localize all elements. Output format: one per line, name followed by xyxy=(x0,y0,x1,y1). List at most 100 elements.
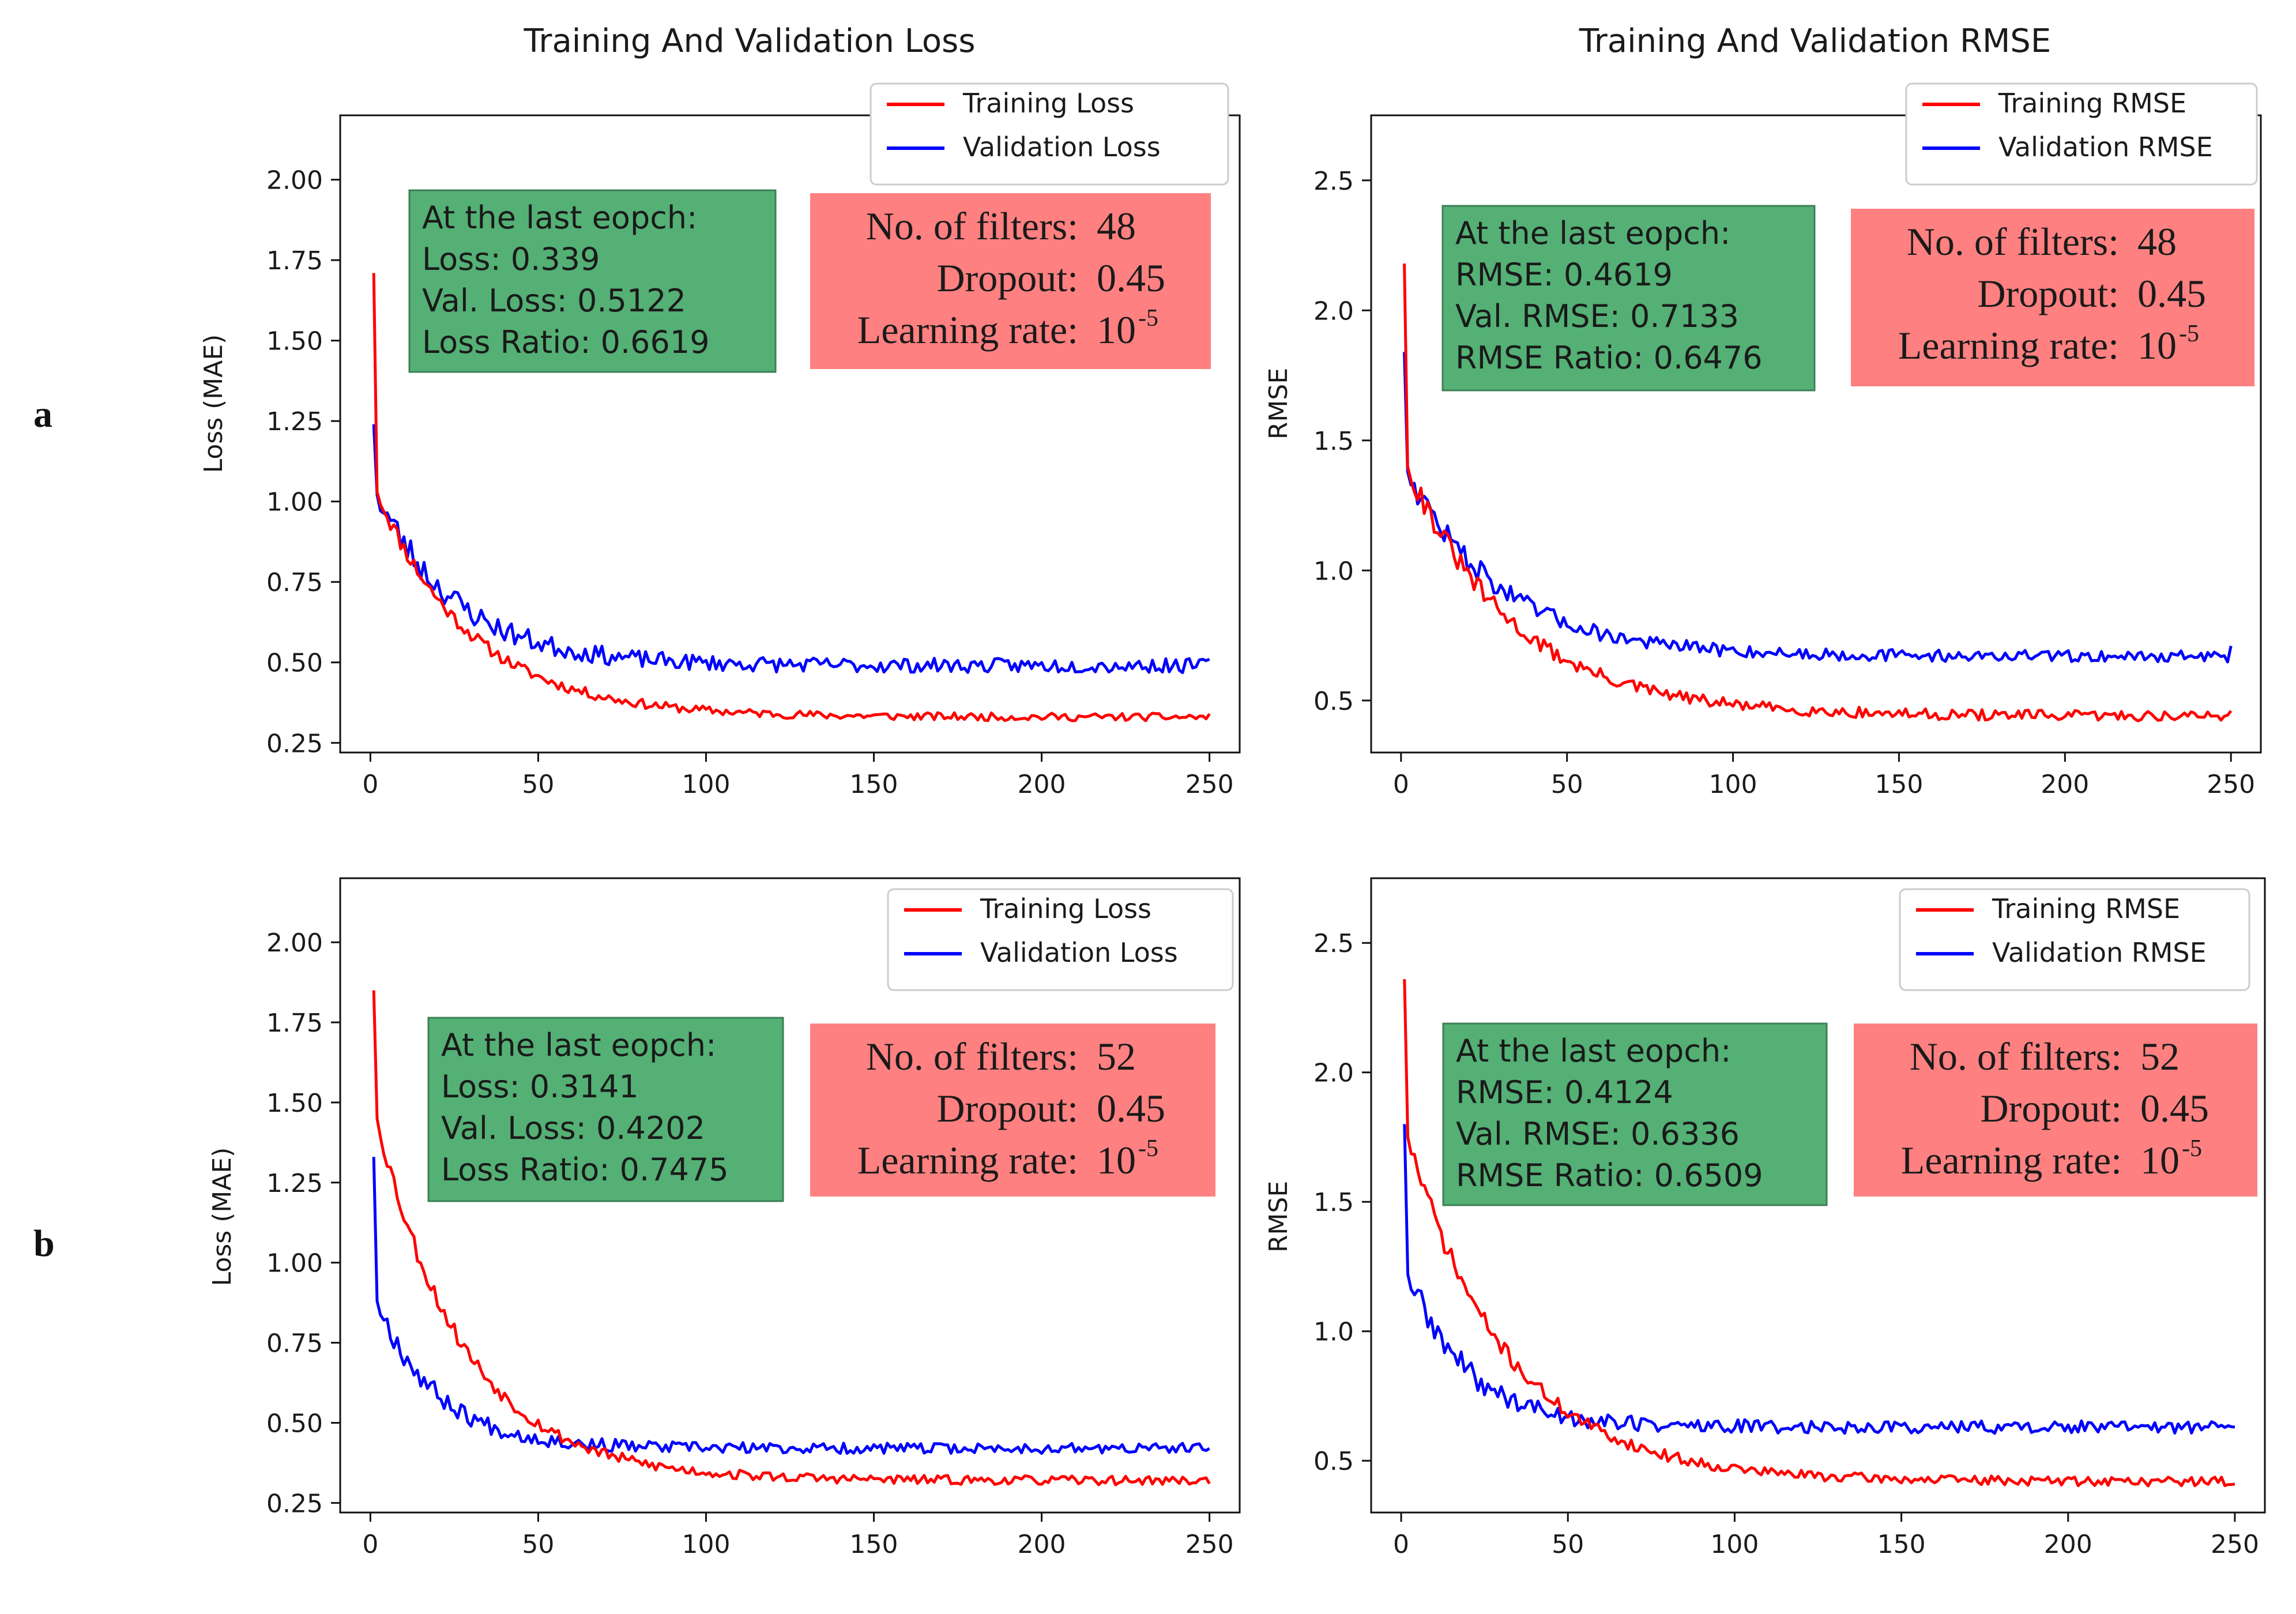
series-group xyxy=(1403,264,2233,723)
y-axis-label: RMSE xyxy=(1264,1181,1293,1252)
x-tick-label: 50 xyxy=(1552,1530,1584,1559)
summary-line: Val. RMSE: 0.7133 xyxy=(1455,298,1739,334)
x-tick-label: 100 xyxy=(682,770,730,799)
y-tick-label: 1.75 xyxy=(266,246,323,276)
learning-rate-base: 10 xyxy=(2137,323,2177,367)
y-tick-label: 0.25 xyxy=(266,729,323,758)
legend-entry: Validation Loss xyxy=(980,937,1178,968)
y-tick-label: 0.75 xyxy=(266,1329,323,1359)
y-tick-label: 1.00 xyxy=(266,1249,323,1278)
summary-line: RMSE: 0.4124 xyxy=(1456,1074,1673,1111)
y-tick-label: 1.5 xyxy=(1313,427,1354,456)
summary-box xyxy=(1441,205,1816,392)
filters-value: 48 xyxy=(2137,220,2177,264)
legend-box xyxy=(887,888,1234,991)
params-box xyxy=(810,1024,1215,1197)
learning-rate-exponent: -5 xyxy=(2179,321,2199,347)
summary-line: RMSE Ratio: 0.6476 xyxy=(1455,340,1763,376)
x-tick-label: 250 xyxy=(1185,1530,1234,1559)
chart-title: Training And Validation RMSE xyxy=(1579,22,2051,60)
chart-title: Training And Validation Loss xyxy=(523,22,975,60)
learning-rate-exponent: -5 xyxy=(1138,1135,1158,1162)
summary-line: Loss Ratio: 0.6619 xyxy=(422,324,710,360)
y-tick-label: 1.25 xyxy=(266,1169,323,1198)
training-series-line xyxy=(372,990,1211,1487)
dropout-label: Dropout: xyxy=(936,1086,1078,1130)
plot-area-frame xyxy=(1370,877,2266,1514)
x-tick-label: 100 xyxy=(1710,1530,1759,1559)
x-tick-label: 200 xyxy=(2044,1530,2092,1559)
filters-value: 48 xyxy=(1097,204,1136,248)
params-box xyxy=(1854,1024,2257,1197)
x-tick-label: 50 xyxy=(1551,770,1583,799)
training-series-line xyxy=(1403,979,2235,1488)
y-tick-label: 1.25 xyxy=(266,407,323,437)
legend-box xyxy=(870,82,1229,186)
y-tick-label: 1.00 xyxy=(266,488,323,517)
summary-box xyxy=(427,1017,784,1202)
y-tick-label: 0.50 xyxy=(266,1409,323,1438)
y-tick-label: 0.25 xyxy=(266,1489,323,1518)
filters-label: No. of filters: xyxy=(866,204,1078,248)
plot-area-frame xyxy=(339,877,1241,1514)
summary-heading: At the last eopch: xyxy=(422,200,697,236)
learning-rate-label: Learning rate: xyxy=(857,1138,1078,1182)
x-tick-label: 150 xyxy=(1875,770,1923,799)
x-tick-label: 200 xyxy=(1018,770,1066,799)
x-tick-label: 150 xyxy=(850,1530,898,1559)
row-label-a: a xyxy=(33,393,52,435)
training-series-line xyxy=(372,273,1211,723)
dropout-value: 0.45 xyxy=(2140,1086,2209,1130)
panel-a-loss: Training And Validation Loss Loss (MAE) 0.… xyxy=(199,22,1241,799)
summary-line: Loss Ratio: 0.7475 xyxy=(441,1152,729,1188)
legend-entry: Validation Loss xyxy=(963,131,1161,163)
validation-series-line xyxy=(1403,352,2233,664)
y-tick-label: 2.5 xyxy=(1313,167,1354,196)
validation-series-line xyxy=(1403,1124,2235,1435)
filters-label: No. of filters: xyxy=(866,1034,1078,1078)
x-tick-label: 50 xyxy=(522,1530,554,1559)
dropout-value: 0.45 xyxy=(1097,1086,1165,1130)
filters-label: No. of filters: xyxy=(1907,220,2119,264)
y-tick-label: 1.75 xyxy=(266,1009,323,1038)
summary-heading: At the last eopch: xyxy=(1456,1033,1731,1069)
panel-a-rmse: Training And Validation RMSE RMSE 0.5 1.0 1.… xyxy=(1264,22,2262,799)
dropout-label: Dropout: xyxy=(1980,1086,2122,1130)
x-tick-label: 200 xyxy=(2041,770,2089,799)
x-tick-label: 0 xyxy=(362,770,378,799)
y-tick-label: 0.75 xyxy=(266,568,323,597)
y-tick-label: 2.5 xyxy=(1313,929,1354,958)
panel-b-rmse: RMSE 0.5 1.0 1.5 2.0 2.5 0 50 100 150 200 250 Traini… xyxy=(1264,877,2266,1559)
x-tick-label: 250 xyxy=(1185,770,1234,799)
y-tick-label: 0.50 xyxy=(266,649,323,678)
dropout-label: Dropout: xyxy=(936,256,1078,300)
y-tick-label: 1.50 xyxy=(266,1089,323,1118)
x-tick-label: 0 xyxy=(1393,1530,1409,1559)
learning-rate-label: Learning rate: xyxy=(1898,323,2119,367)
summary-line: RMSE Ratio: 0.6509 xyxy=(1456,1157,1763,1194)
learning-rate-label: Learning rate: xyxy=(1901,1138,2122,1182)
x-tick-label: 150 xyxy=(1877,1530,1926,1559)
summary-box xyxy=(1442,1022,1828,1206)
y-tick-label: 1.5 xyxy=(1313,1188,1354,1217)
legend-entry: Training Loss xyxy=(962,88,1134,119)
params-box xyxy=(810,193,1211,369)
panel-b-loss: Loss (MAE) 0.25 0.50 0.75 1.00 1.25 1.50 1.75 2.… xyxy=(208,877,1241,1559)
legend-entry: Training RMSE xyxy=(1992,893,2180,924)
legend-box xyxy=(1905,82,2258,186)
legend-entry: Validation RMSE xyxy=(1992,937,2207,968)
learning-rate-exponent: -5 xyxy=(1138,305,1158,332)
plot-area-frame xyxy=(339,114,1241,754)
validation-series-line xyxy=(372,1157,1210,1455)
summary-line: Loss: 0.3141 xyxy=(441,1069,639,1105)
series-group xyxy=(1403,979,2235,1488)
x-tick-label: 250 xyxy=(2211,1530,2259,1559)
summary-line: RMSE: 0.4619 xyxy=(1455,257,1673,293)
filters-value: 52 xyxy=(1097,1034,1136,1078)
summary-box xyxy=(408,189,777,373)
legend-entry: Training Loss xyxy=(980,893,1151,924)
training-series-line xyxy=(1403,264,2233,723)
plot-area-frame xyxy=(1370,114,2262,754)
dropout-value: 0.45 xyxy=(1097,256,1165,300)
